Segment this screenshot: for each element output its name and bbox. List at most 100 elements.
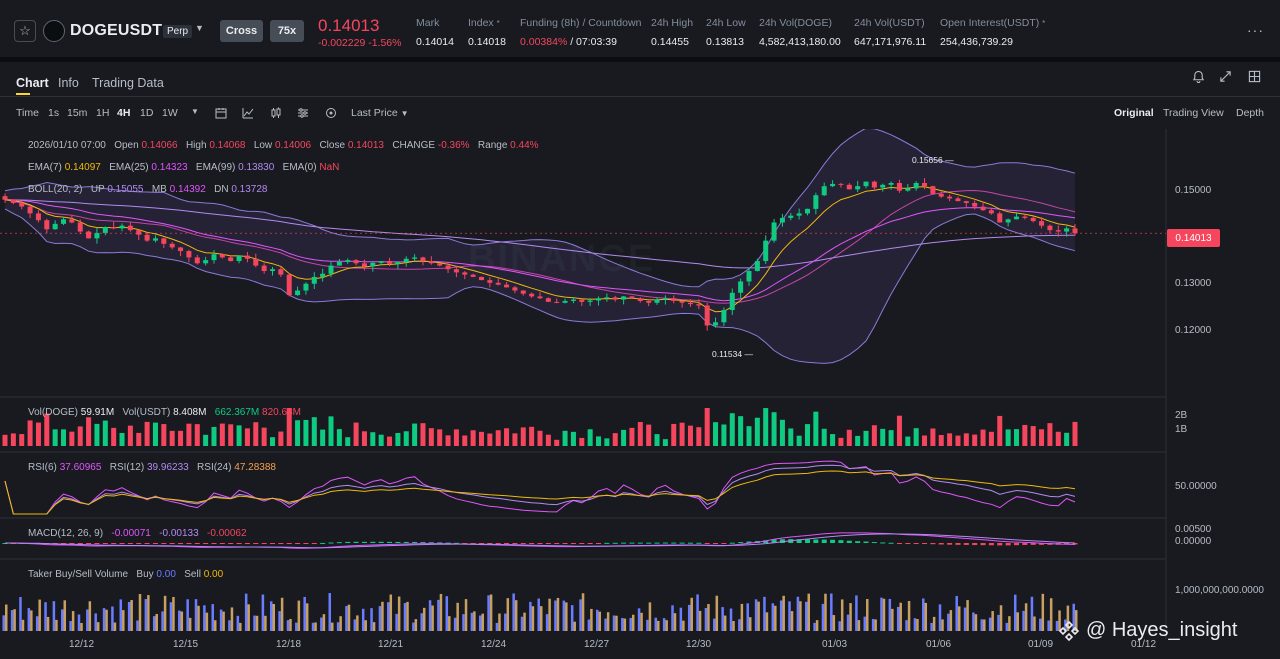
- interval-1s[interactable]: 1s: [48, 107, 60, 119]
- low-marker: 0.11534 —: [712, 349, 753, 359]
- expand-icon[interactable]: [1219, 70, 1232, 86]
- candle-body: [512, 287, 518, 291]
- target-icon[interactable]: [325, 107, 337, 122]
- macd-legend: MACD(12, 26, 9) -0.00071 -0.00133 -0.000…: [28, 528, 247, 539]
- candle-body: [395, 261, 401, 264]
- volume-bar: [838, 437, 844, 446]
- taker-buy-bar: [938, 604, 942, 631]
- price-source-select[interactable]: Last Price ▼: [351, 107, 409, 119]
- taker-sell-bar: [690, 597, 693, 631]
- taker-buy-bar: [671, 605, 674, 631]
- macd-bar: [269, 543, 276, 544]
- grid-layout-icon[interactable]: [1248, 70, 1261, 86]
- taker-sell-bar: [222, 611, 225, 631]
- macd-bar: [495, 543, 501, 544]
- taker-buy-bar: [44, 602, 47, 631]
- taker-sell-bar: [130, 600, 133, 631]
- candle-body: [1047, 225, 1053, 231]
- price-change: -0.002229 -1.56%: [318, 37, 402, 49]
- candle-body: [219, 254, 225, 258]
- more-options-icon[interactable]: ···: [1247, 22, 1264, 38]
- taker-sell-bar: [815, 620, 819, 631]
- taker-sell-bar: [55, 619, 58, 631]
- price-chart[interactable]: [0, 129, 1280, 659]
- favorite-star-icon[interactable]: ☆: [14, 20, 36, 42]
- candle-body: [244, 255, 250, 259]
- macd-bar: [169, 543, 175, 544]
- interval-dropdown-icon[interactable]: ▼: [191, 107, 199, 116]
- taker-sell-bar: [807, 593, 811, 631]
- volume-bar: [286, 408, 292, 446]
- view-depth[interactable]: Depth: [1236, 107, 1265, 119]
- leverage-button[interactable]: 75x: [270, 20, 304, 42]
- volume-bar: [696, 427, 702, 446]
- taker-sell-bar: [88, 601, 92, 631]
- taker-sell-bar: [874, 619, 877, 631]
- calendar-icon[interactable]: [215, 107, 227, 122]
- x-axis-label: 12/21: [378, 639, 404, 650]
- candle-type-icon[interactable]: [270, 107, 282, 122]
- macd-bar: [127, 543, 133, 544]
- candle-body: [361, 263, 367, 267]
- taker-buy-bar: [77, 614, 81, 631]
- macd-bar: [361, 541, 367, 543]
- bell-icon[interactable]: [1192, 70, 1205, 86]
- volume-bar: [186, 423, 192, 446]
- macd-bar: [905, 543, 911, 544]
- taker-buy-bar: [621, 618, 624, 631]
- volume-bar: [470, 430, 476, 446]
- taker-sell-bar: [46, 616, 50, 631]
- macd-bar: [1030, 543, 1036, 545]
- interval-1d[interactable]: 1D: [140, 107, 154, 119]
- view-original[interactable]: Original: [1114, 107, 1154, 119]
- taker-buy-bar: [470, 612, 474, 631]
- taker-sell-bar: [999, 605, 1003, 631]
- candle-body: [1064, 228, 1070, 232]
- settings-sliders-icon[interactable]: [297, 107, 309, 122]
- interval-1h[interactable]: 1H: [96, 107, 110, 119]
- macd-bar: [763, 540, 769, 543]
- interval-4h[interactable]: 4H: [117, 107, 131, 119]
- interval-1w[interactable]: 1W: [162, 107, 178, 119]
- taker-sell-bar: [715, 595, 719, 631]
- symbol-dropdown-icon[interactable]: ▼: [195, 23, 204, 33]
- taker-sell-bar: [13, 609, 16, 631]
- macd-bar: [562, 543, 568, 544]
- taker-buy-bar: [361, 608, 365, 631]
- tab-trading-data[interactable]: Trading Data: [92, 76, 164, 90]
- taker-buy-bar: [303, 596, 306, 631]
- indicator-icon[interactable]: [242, 107, 254, 122]
- candle-body: [980, 206, 986, 211]
- tab-info[interactable]: Info: [58, 76, 79, 90]
- view-tradingview[interactable]: Trading View: [1163, 107, 1224, 119]
- volume-bar: [52, 429, 58, 446]
- candle-body: [738, 281, 744, 293]
- stat-label: 24h Vol(DOGE): [759, 17, 832, 29]
- volume-bar: [478, 431, 484, 446]
- volume-bar: [453, 429, 459, 446]
- taker-sell-bar: [907, 601, 911, 631]
- taker-sell-bar: [113, 622, 117, 631]
- taker-sell-bar: [832, 615, 836, 631]
- margin-mode-button[interactable]: Cross: [220, 20, 263, 42]
- taker-buy-bar: [754, 599, 758, 631]
- symbol-name[interactable]: DOGEUSDT: [70, 22, 163, 39]
- volume-bar: [495, 430, 501, 446]
- candle-body: [495, 282, 501, 285]
- taker-buy-bar: [646, 619, 649, 631]
- volume-bar: [629, 427, 635, 446]
- candle-body: [938, 193, 944, 197]
- last-price: 0.14013: [318, 16, 380, 35]
- taker-sell-bar: [606, 612, 610, 631]
- candle-body: [562, 300, 568, 303]
- x-axis-label: 01/12: [1131, 639, 1157, 650]
- candle-body: [821, 186, 827, 196]
- taker-buy-bar: [771, 603, 775, 631]
- candle-body: [612, 297, 618, 300]
- candle-body: [888, 183, 894, 185]
- candle-body: [119, 225, 125, 229]
- tab-chart[interactable]: Chart: [16, 76, 49, 90]
- candle-body: [127, 225, 133, 231]
- interval-15m[interactable]: 15m: [67, 107, 88, 119]
- ticker-header: ☆ DOGEUSDT Perp ▼ Cross 75x 0.14013 -0.0…: [0, 0, 1280, 58]
